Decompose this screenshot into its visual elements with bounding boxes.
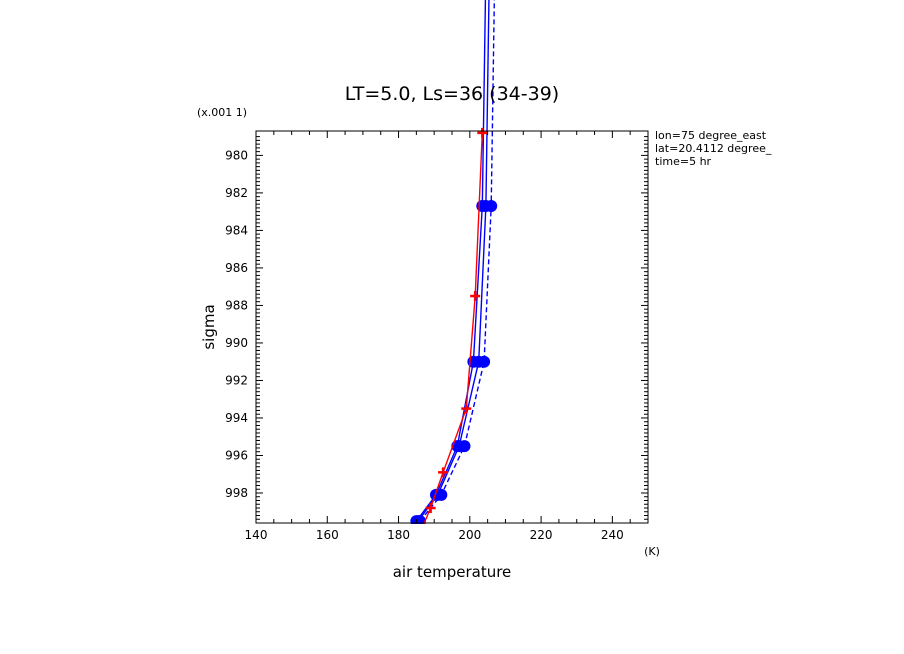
data-point bbox=[453, 440, 466, 453]
chart-title: LT=5.0, Ls=36 (34-39) bbox=[345, 83, 559, 105]
y-scale-label: (x.001 1) bbox=[197, 106, 247, 119]
annotation-lat: lat=20.4112 degree_ bbox=[655, 142, 772, 155]
x-tick-label: 180 bbox=[387, 528, 410, 542]
y-axis-label: sigma bbox=[200, 304, 218, 349]
y-tick-label: 980 bbox=[225, 148, 248, 162]
annotation-time: time=5 hr bbox=[655, 155, 712, 168]
data-point bbox=[425, 502, 436, 513]
y-tick-label: 984 bbox=[225, 223, 248, 237]
data-point bbox=[477, 127, 488, 138]
x-tick-label: 160 bbox=[316, 528, 339, 542]
y-tick-label: 988 bbox=[225, 298, 248, 312]
y-tick-label: 992 bbox=[225, 373, 248, 387]
y-tick-label: 990 bbox=[225, 336, 248, 350]
y-tick-label: 998 bbox=[225, 486, 248, 500]
x-tick-label: 200 bbox=[458, 528, 481, 542]
data-point bbox=[438, 467, 449, 478]
x-tick-label: 240 bbox=[601, 528, 624, 542]
annotation-lon: lon=75 degree_east bbox=[655, 129, 767, 142]
x-axis-label: air temperature bbox=[393, 563, 512, 581]
x-axis-unit: (K) bbox=[644, 545, 660, 558]
y-tick-label: 982 bbox=[225, 186, 248, 200]
y-tick-label: 994 bbox=[225, 411, 248, 425]
y-tick-label: 996 bbox=[225, 448, 248, 462]
data-point bbox=[461, 403, 472, 414]
x-tick-label: 220 bbox=[530, 528, 553, 542]
data-point bbox=[472, 355, 485, 368]
data-point bbox=[470, 291, 481, 302]
y-tick-label: 986 bbox=[225, 261, 248, 275]
data-point bbox=[479, 200, 492, 213]
data-point bbox=[412, 515, 425, 524]
x-tick-label: 140 bbox=[245, 528, 268, 542]
